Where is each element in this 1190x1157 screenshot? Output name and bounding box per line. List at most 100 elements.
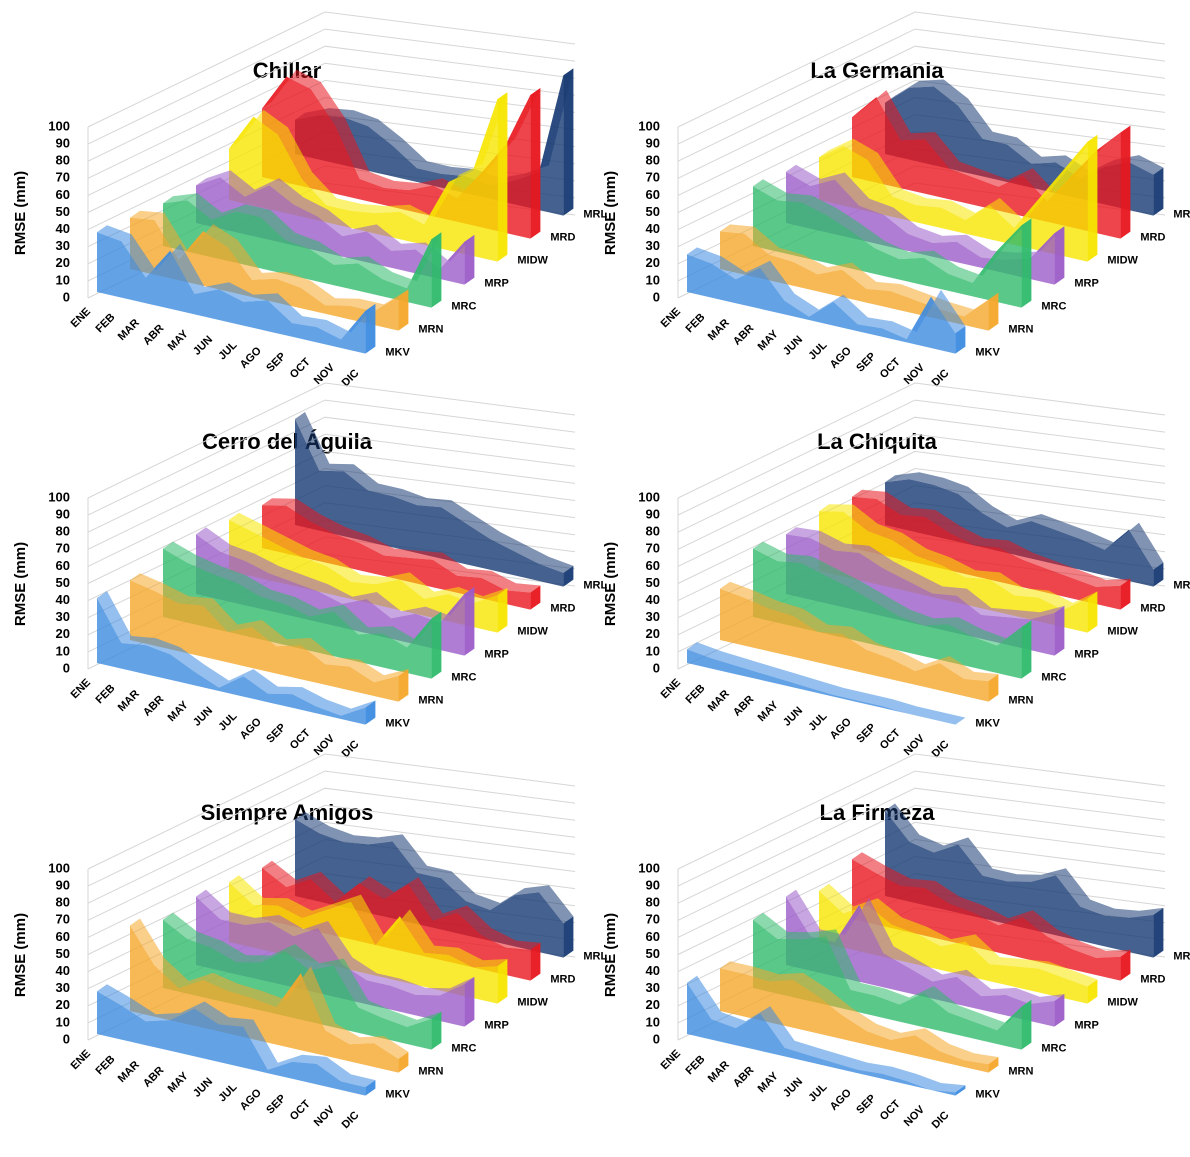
grid-line [677, 450, 1166, 567]
y-tick-label: 50 [646, 204, 660, 219]
y-tick-label: 50 [56, 575, 70, 590]
ribbon-top [262, 69, 541, 198]
x-tick-label: OCT [288, 1098, 313, 1123]
ribbon-top [885, 472, 1164, 570]
y-tick-label: 20 [646, 997, 660, 1012]
y-tick-label: 60 [56, 187, 70, 202]
x-tick-label: MAY [756, 699, 782, 725]
y-tick-label: 70 [646, 912, 660, 927]
x-tick-label: OCT [878, 356, 903, 381]
series-label: MRN [418, 1066, 443, 1078]
grid-line [87, 45, 576, 162]
ribbon-top [786, 527, 1065, 620]
grid-line [677, 467, 1166, 584]
series-label: MRC [451, 672, 476, 684]
y-tick-label: 40 [646, 221, 660, 236]
ribbon-end [1153, 562, 1164, 587]
x-tick-label: OCT [878, 1098, 903, 1123]
ribbon-end [365, 700, 376, 725]
area [852, 496, 1121, 610]
y-tick-label: 90 [56, 136, 70, 151]
ribbon-end [431, 1011, 442, 1050]
x-tick-label: JUN [781, 705, 805, 729]
y-tick-label: 60 [646, 187, 660, 202]
x-tick-label: DIC [340, 1109, 362, 1131]
series-label: MRP [484, 649, 508, 661]
ribbon-top [852, 852, 1131, 958]
y-tick-label: 70 [56, 541, 70, 556]
y-tick-label: 50 [56, 946, 70, 961]
series-label: MRN [1008, 324, 1033, 336]
area [819, 511, 1088, 633]
x-tick-label: MAY [756, 1070, 782, 1096]
y-tick-label: 70 [56, 912, 70, 927]
y-tick-label: 80 [56, 524, 70, 539]
ribbon-end [1120, 578, 1131, 610]
x-tick-label: AGO [238, 716, 265, 743]
grid-line [87, 399, 576, 516]
series-label: MIDW [517, 997, 548, 1009]
ribbon-top [720, 961, 999, 1065]
area [97, 232, 366, 354]
ribbon-top [720, 581, 999, 682]
ribbon-top [753, 541, 1032, 646]
x-tick-label: ABR [731, 693, 756, 718]
chart-title: Cerro del Águila [202, 429, 373, 454]
y-tick-label: 30 [56, 238, 70, 253]
y-tick-label: 60 [56, 558, 70, 573]
x-tick-label: MAR [116, 688, 142, 714]
area [885, 810, 1154, 958]
x-tick-label: MAR [706, 1059, 732, 1085]
y-tick-label: 30 [646, 238, 660, 253]
x-tick-label: MAY [756, 328, 782, 354]
grid-line [87, 62, 576, 179]
series-label: MIDW [1107, 626, 1138, 638]
x-tick-label: ENE [659, 1048, 683, 1072]
ribbon-end [398, 1051, 409, 1073]
ribbon-end [431, 232, 442, 308]
y-tick-label: 80 [646, 895, 660, 910]
x-tick-label: JUL [216, 710, 239, 733]
y-tick-label: 100 [638, 489, 660, 504]
x-tick-label: MAY [166, 699, 192, 725]
ribbon-end [530, 88, 541, 239]
series-label: MRC [1041, 672, 1066, 684]
y-tick-label: 60 [56, 929, 70, 944]
y-tick-label: 90 [646, 136, 660, 151]
series-label: MRL [1173, 209, 1190, 221]
x-tick-label: JUN [781, 334, 805, 358]
ribbon-end [1153, 907, 1164, 958]
y-tick-label: 100 [48, 118, 70, 133]
ribbon-end [955, 326, 966, 354]
ribbon-end [1120, 125, 1131, 239]
ribbon-end [955, 1085, 966, 1096]
grid-line [677, 821, 1166, 938]
grid-line [677, 11, 1166, 128]
area [163, 548, 432, 679]
y-tick-label: 100 [638, 118, 660, 133]
y-axis-label: RMSE (mm) [12, 171, 29, 255]
x-tick-label: MAY [166, 328, 192, 354]
x-tick-label: DIC [930, 1109, 952, 1131]
ribbon-end [1054, 226, 1065, 285]
series-label: MRD [550, 603, 575, 615]
ribbon-top [262, 498, 541, 593]
ribbon-end [365, 303, 376, 354]
y-tick-label: 70 [646, 541, 660, 556]
ribbon-top [196, 170, 475, 269]
y-tick-label: 50 [646, 946, 660, 961]
series-label: MIDW [517, 626, 548, 638]
ribbon-end [1021, 218, 1032, 308]
series-label: MKV [385, 1089, 410, 1101]
ribbon-top [196, 889, 475, 996]
y-tick-label: 90 [646, 878, 660, 893]
x-tick-label: ENE [659, 306, 683, 330]
series-label: MRD [1140, 974, 1165, 986]
y-tick-label: 40 [646, 592, 660, 607]
x-tick-label: NOV [902, 1103, 928, 1129]
x-tick-label: JUL [806, 1081, 829, 1104]
x-tick-label: ABR [731, 322, 756, 347]
ribbon-end [1054, 605, 1065, 656]
